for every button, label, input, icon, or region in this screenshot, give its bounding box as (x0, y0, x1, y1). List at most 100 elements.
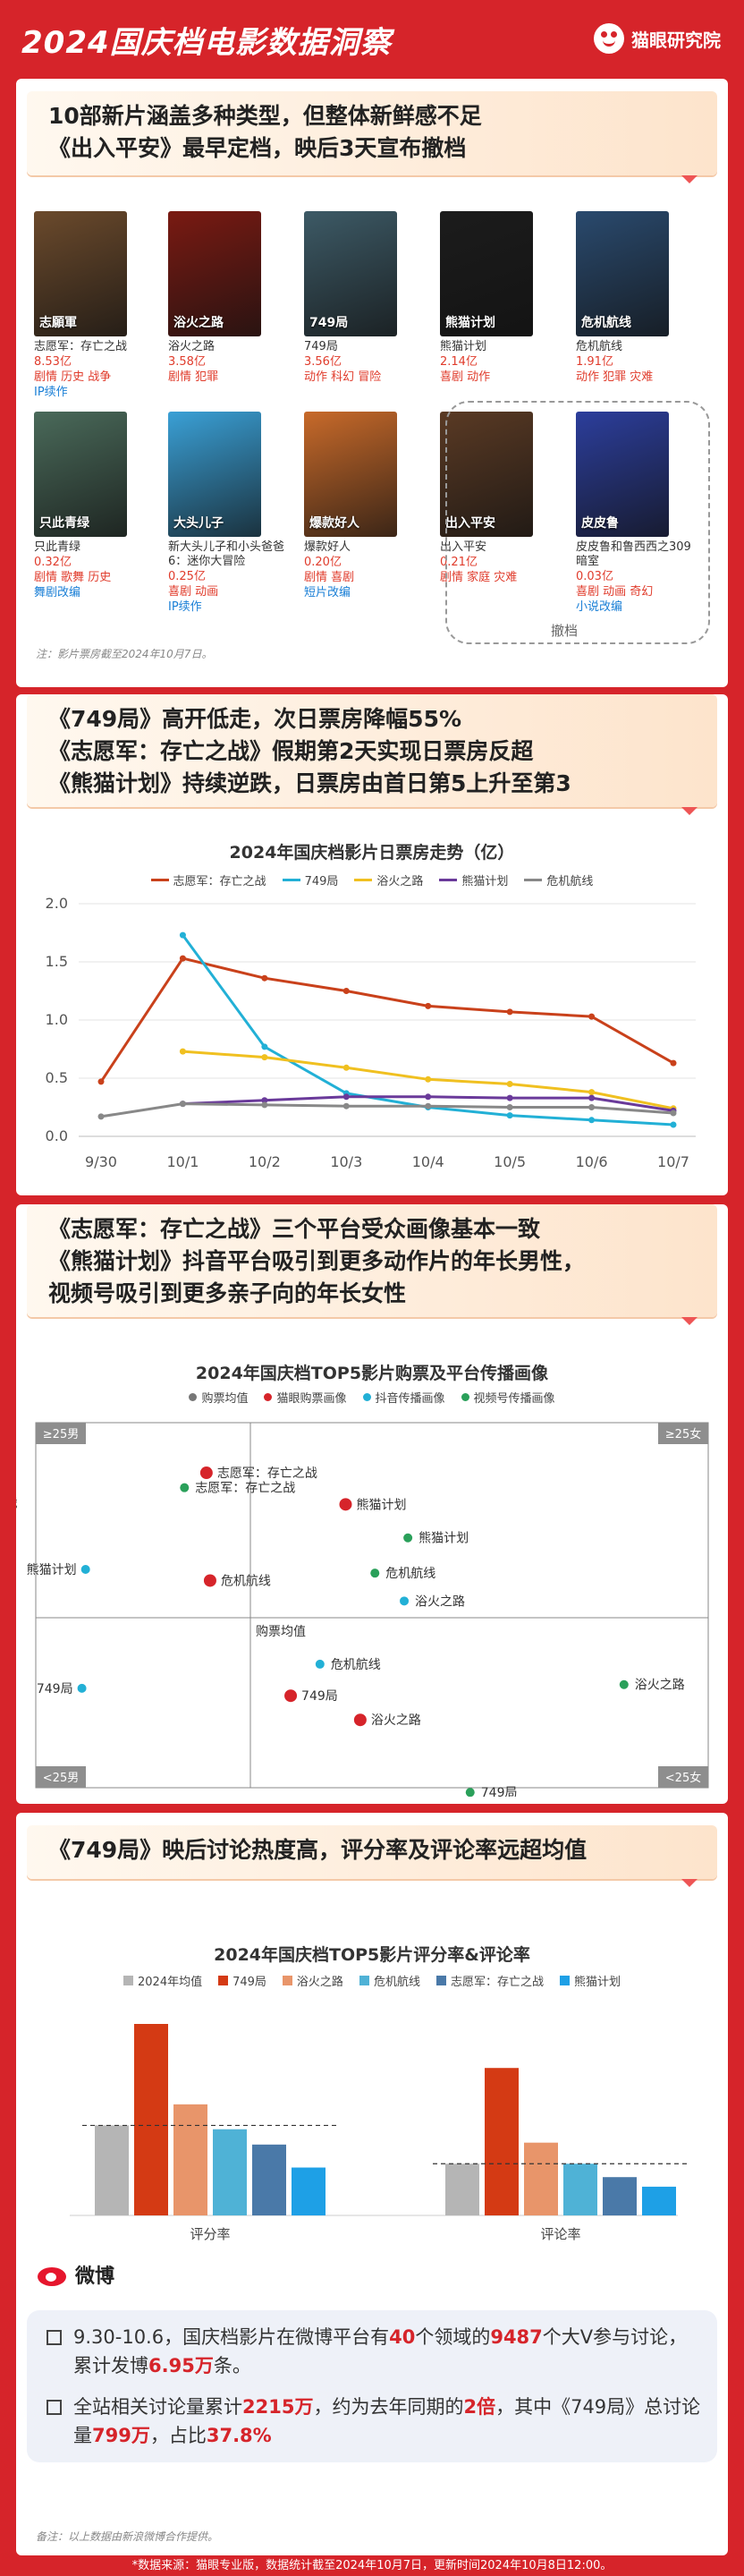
daily-box-office-panel: 《749局》高开低走，次日票房降幅55% 《志愿军：存亡之战》假期第2天实现日票… (16, 694, 728, 1195)
scatter-chart-legend: 购票均值 猫眼购票画像 抖音传播画像 视频号传播画像 (16, 1389, 728, 1406)
movie-name: 浴火之路 (168, 340, 216, 353)
headline-line: 《出入平安》最早定档，映后3天宣布撤档 (48, 135, 467, 161)
bar (292, 2167, 326, 2215)
bar (252, 2144, 286, 2215)
data-point (261, 1043, 268, 1050)
movie-tag: 短片改编 (304, 586, 351, 599)
point-label: 熊猫计划 (356, 1498, 406, 1512)
movie-poster: 只此青绿 (34, 412, 127, 537)
x-tick-label: 10/7 (657, 1153, 689, 1170)
legend-item: 抖音传播画像 (362, 1389, 445, 1406)
movie-poster: 危机航线 (576, 211, 669, 336)
data-point (97, 1113, 105, 1120)
legend-item: 浴火之路 (354, 871, 423, 888)
bar-chart-title: 2024年国庆档TOP5影片评分率&评论率 (214, 1945, 530, 1965)
point-label: 志愿军：存亡之战 (217, 1467, 317, 1481)
point-label: 危机航线 (221, 1574, 271, 1588)
movie-poster: 熊猫计划 (440, 211, 533, 336)
movie-card: 熊猫计划 熊猫计划 2.14亿 喜剧 动作 (440, 211, 556, 385)
movie-poster: 出入平安 (440, 412, 533, 537)
data-point (342, 1064, 350, 1071)
stat-bullet: 全站相关讨论量累计2215万，约为去年同期的2倍，其中《749局》总讨论量799… (46, 2393, 701, 2450)
brand-name: 猫眼研究院 (631, 29, 721, 51)
movie-poster: 749局 (304, 211, 397, 336)
movie-name: 出入平安 (440, 540, 487, 554)
movie-box-office: 0.25亿 (168, 570, 206, 583)
data-point (342, 988, 350, 994)
bar-chart-legend: 2024年均值 749局 浴火之路 危机航线 志愿军：存亡之战 熊猫计划 (16, 1972, 728, 1989)
data-point (179, 1048, 186, 1055)
category-label: 评分率 (190, 2226, 230, 2242)
point-label: 危机航线 (331, 1658, 381, 1672)
bar (173, 2104, 207, 2215)
headline-line: 《749局》高开低走，次日票房降幅55% (48, 706, 462, 732)
movie-name: 熊猫计划 (440, 340, 487, 353)
movie-card: 皮皮鲁 皮皮鲁和鲁西西之309暗室 0.03亿 喜剧 动画 奇幻 小说改编 (576, 412, 692, 615)
bar (524, 2142, 558, 2215)
movie-genre: 喜剧 动作 (440, 370, 491, 384)
data-point (670, 1121, 677, 1128)
data-point (261, 1054, 268, 1061)
data-point (588, 1104, 596, 1110)
scatter-point (400, 1596, 410, 1606)
discussion-panel: 《749局》映后讨论热度高，评分率及评论率远超均值 2024年国庆档TOP5影片… (16, 1813, 728, 2555)
line-chart: 0.0 0.5 1.0 1.5 2.0 9/30 10/1 10/2 10/3 10/4 10/5 1… (46, 895, 696, 1170)
scatter-chart-title: 2024年国庆档TOP5影片购票及平台传播画像 (195, 1364, 549, 1383)
data-point (506, 1104, 513, 1110)
x-tick-label: 9/30 (85, 1153, 117, 1170)
movie-name: 新大头儿子和小头爸爸6：迷你大冒险 (168, 540, 285, 568)
corner-tag (658, 1766, 708, 1788)
scatter-point (284, 1689, 298, 1703)
movie-box-office: 2.14亿 (440, 355, 478, 369)
headline-line: 10部新片涵盖多种类型，但整体新鲜感不足 (48, 103, 482, 129)
x-tick-label: 10/5 (494, 1153, 526, 1170)
data-point (261, 1101, 268, 1109)
movie-box-office: 8.53亿 (34, 355, 72, 369)
bar (603, 2177, 637, 2215)
corner-tag (36, 1766, 86, 1788)
movie-poster: 浴火之路 (168, 211, 261, 336)
legend-item: 购票均值 (189, 1389, 248, 1406)
data-point (425, 1075, 432, 1083)
point-label: 749局 (301, 1689, 338, 1704)
legend-item: 2024年均值 (123, 1972, 202, 1989)
movie-card: 大头儿子 新大头儿子和小头爸爸6：迷你大冒险 0.25亿 喜剧 动画 IP续作 (168, 412, 284, 615)
legend-item: 749局 (282, 871, 338, 888)
movie-name: 皮皮鲁和鲁西西之309暗室 (576, 540, 691, 568)
data-point (670, 1059, 677, 1067)
data-point (179, 1101, 186, 1108)
data-point (179, 955, 186, 962)
data-point (506, 1008, 513, 1016)
movie-genre: 喜剧 动画 奇幻 (576, 585, 654, 599)
movie-name: 危机航线 (576, 340, 623, 353)
movie-card: 危机航线 危机航线 1.91亿 动作 犯罪 灾难 (576, 211, 692, 385)
scatter-point (339, 1498, 352, 1511)
weibo-label: 微博 (75, 2266, 115, 2288)
point-label: 浴火之路 (635, 1679, 685, 1693)
weibo-logo: 微博 (36, 2260, 114, 2289)
data-point (261, 974, 268, 982)
audience-profile-panel: 《志愿军：存亡之战》三个平台受众画像基本一致 《熊猫计划》抖音平台吸引到更多动作… (16, 1204, 728, 1804)
headline-line: 《志愿军：存亡之战》假期第2天实现日票房反超 (48, 738, 534, 764)
movie-tag: IP续作 (168, 600, 202, 614)
weibo-stats: 9.30-10.6，国庆档影片在微博平台有40个领域的9487个大V参与讨论，累… (27, 2310, 717, 2462)
category-label: 评论率 (540, 2226, 580, 2242)
movie-genre: 喜剧 动画 (168, 585, 219, 599)
corner-tag (36, 1423, 86, 1444)
data-point (670, 1109, 677, 1117)
point-label: 749局 (37, 1682, 73, 1696)
bar (563, 2164, 597, 2215)
data-point (97, 1078, 105, 1085)
movie-name: 749局 (304, 340, 338, 353)
headline-line: 《熊猫计划》抖音平台吸引到更多动作片的年长男性， (48, 1248, 586, 1274)
bar (95, 2125, 129, 2215)
movie-genre: 剧情 家庭 灾难 (440, 571, 518, 584)
point-label: 浴火之路 (415, 1594, 465, 1609)
data-point (506, 1081, 513, 1087)
x-tick-label: 10/4 (412, 1153, 444, 1170)
movie-genre: 动作 犯罪 灾难 (576, 370, 654, 384)
movie-card: 出入平安 出入平安 0.21亿 剧情 家庭 灾难 (440, 412, 556, 585)
box-office-note: 注：影片票房截至2024年10月7日。 (36, 648, 213, 660)
bar (445, 2164, 479, 2215)
y-tick-label: 1.0 (46, 1011, 68, 1028)
